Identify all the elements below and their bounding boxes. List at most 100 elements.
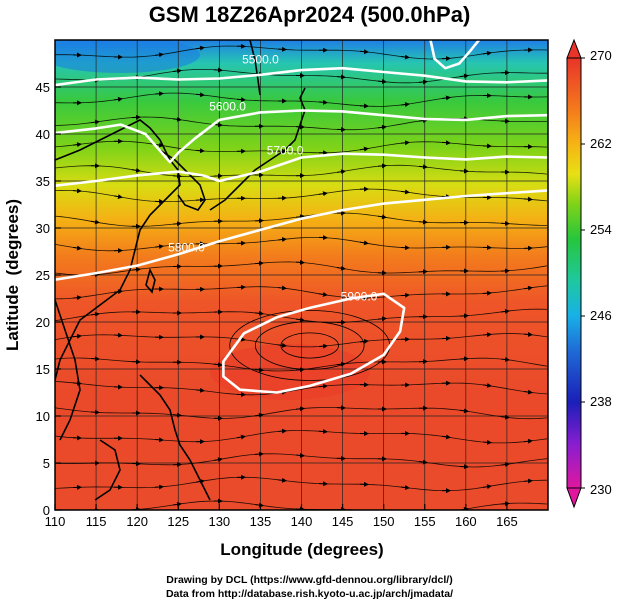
wind-arrow: [336, 361, 346, 367]
wind-arrow: [154, 437, 164, 443]
wind-arrow: [318, 191, 328, 197]
wind-arrow: [441, 140, 451, 146]
wind-arrow: [90, 311, 100, 317]
y-tick-label: 25: [36, 268, 50, 283]
wind-arrow: [318, 291, 328, 297]
x-tick-label: 135: [250, 514, 272, 529]
x-tick-label: 155: [414, 514, 436, 529]
wind-arrow: [400, 140, 410, 146]
wind-arrow: [482, 50, 492, 56]
wind-arrow: [523, 196, 533, 202]
wind-arrow: [195, 148, 205, 154]
coastline-japan: [209, 87, 306, 211]
wind-arrow: [195, 45, 205, 51]
wind-arrow: [377, 163, 387, 169]
wind-arrow: [154, 52, 164, 58]
wind-arrow: [418, 79, 428, 85]
colorbar-tick-label: 246: [590, 308, 612, 323]
x-tick-label: 160: [455, 514, 477, 529]
wind-arrow: [154, 244, 164, 250]
x-tick-label: 130: [208, 514, 230, 529]
contour-label: 5700.0: [267, 144, 304, 158]
wind-arrow: [500, 462, 510, 468]
streamline: [55, 140, 548, 154]
wind-arrow: [195, 387, 205, 393]
wind-arrow: [295, 406, 305, 412]
wind-arrow: [500, 308, 510, 314]
coastlines: [55, 40, 306, 501]
coastline-asia: [55, 119, 181, 381]
wind-arrow: [523, 478, 533, 484]
colorbar-tick-label: 262: [590, 136, 612, 151]
y-axis-label: Latitude (degrees): [3, 199, 22, 351]
warm-anomaly: [210, 344, 370, 400]
wind-arrow: [400, 485, 410, 490]
coastline-borneo: [94, 439, 121, 501]
wind-arrow: [72, 333, 82, 339]
coastline-sakhalin: [249, 40, 261, 96]
wind-arrow: [377, 316, 387, 322]
wind-arrow: [295, 214, 305, 220]
colorbar-tick-label: 270: [590, 48, 612, 63]
colorbar: 230 238 246 254 262 270: [566, 38, 612, 509]
x-tick-label: 120: [126, 514, 148, 529]
wind-arrow: [113, 194, 123, 200]
wind-arrow: [381, 509, 387, 510]
wind-arrow: [400, 292, 410, 298]
streamline: [55, 476, 548, 492]
y-tick-label: 30: [36, 221, 50, 236]
wind-arrow: [172, 221, 182, 227]
wind-arrow: [500, 357, 510, 362]
wind-arrow: [172, 68, 182, 74]
wind-arrow: [459, 73, 469, 79]
streamline: [55, 237, 548, 252]
wind-arrow: [359, 240, 369, 246]
colorbar-ticks: 230 238 246 254 262 270: [581, 48, 612, 497]
wind-arrow: [318, 343, 328, 349]
height-contours: 5500.0 5600.0 5700.0 5800.0 5900.0: [55, 40, 548, 394]
wind-arrow: [400, 102, 410, 107]
lat-lon-grid: [55, 40, 548, 510]
streamline: [55, 285, 548, 300]
wind-arrow: [418, 118, 428, 124]
wind-arrow: [72, 245, 82, 251]
wind-arrow: [523, 331, 533, 337]
wind-arrow: [277, 477, 287, 483]
wind-arrow: [154, 91, 164, 97]
wind-arrow: [523, 389, 533, 395]
x-tick-label: 140: [291, 514, 313, 529]
x-tick-label: 115: [86, 514, 107, 529]
wind-arrow: [482, 382, 492, 388]
wind-arrow: [72, 142, 82, 148]
height-contour: [55, 189, 548, 281]
wind-arrow: [131, 267, 141, 273]
wind-arrow: [318, 99, 328, 105]
contour-label: 5500.0: [242, 53, 279, 67]
x-axis-label: Longitude (degrees): [220, 540, 383, 559]
wind-arrow: [400, 189, 410, 195]
wind-arrow: [254, 310, 264, 316]
coastline-korea: [159, 149, 206, 211]
colorbar-tick-label: 238: [590, 394, 612, 409]
wind-arrow: [277, 285, 287, 291]
wind-arrow: [295, 367, 305, 373]
wind-arrow: [377, 124, 387, 130]
wind-arrow: [195, 479, 205, 484]
anticyclone-streamline: [280, 332, 339, 359]
y-tick-label: 35: [36, 174, 50, 189]
wind-arrow: [236, 434, 246, 440]
wind-arrow: [295, 317, 305, 323]
x-tick-label: 150: [373, 514, 395, 529]
colorbar-tick-label: 254: [590, 222, 612, 237]
wind-arrow: [359, 146, 369, 152]
colorbar-scale: [566, 57, 582, 489]
wind-arrow: [195, 197, 205, 203]
x-tick-label: 165: [496, 514, 518, 529]
wind-arrow: [459, 408, 469, 414]
y-tick-label: 0: [43, 503, 50, 518]
wind-arrow: [113, 96, 123, 102]
wind-arrow: [277, 428, 287, 434]
wind-arrow: [195, 92, 205, 98]
wind-arrow: [277, 342, 287, 348]
contour-label: 5600.0: [209, 100, 246, 114]
